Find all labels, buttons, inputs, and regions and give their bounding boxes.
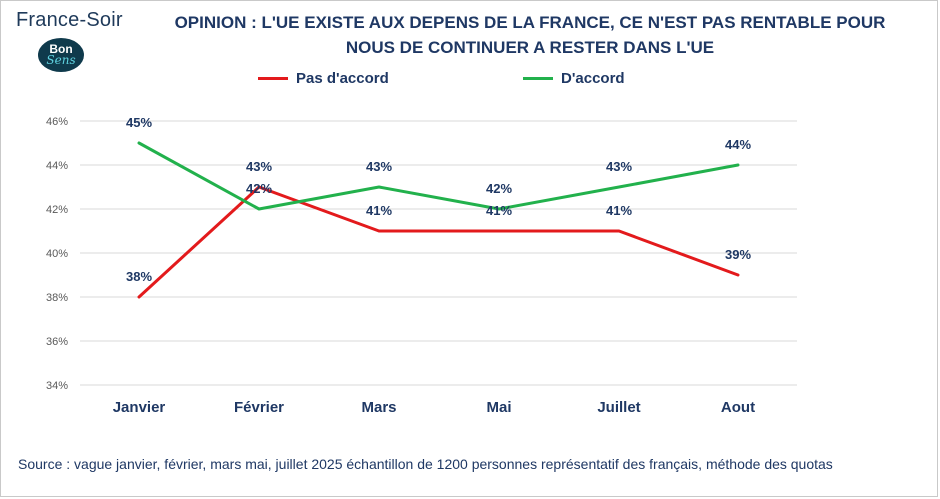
data-label-pas-accord: 39% <box>725 247 751 262</box>
chart-title-line-2: NOUS DE CONTINUER A RESTER DANS L'UE <box>345 38 715 57</box>
data-label-pas-accord: 41% <box>366 203 392 218</box>
data-label-pas-accord: 38% <box>126 269 152 284</box>
y-tick-label: 34% <box>46 380 68 392</box>
series-line-accord <box>137 141 740 211</box>
source-note: Source : vague janvier, février, mars ma… <box>18 456 833 472</box>
y-tick-label: 40% <box>46 248 68 260</box>
data-label-accord: 43% <box>366 159 392 174</box>
x-tick-label: Juillet <box>597 399 640 416</box>
data-label-pas-accord: 41% <box>606 203 632 218</box>
logo-bottom-text: Sens <box>46 53 76 67</box>
brand-separator: - <box>79 9 87 31</box>
y-tick-label: 38% <box>46 292 68 304</box>
y-tick-label: 36% <box>46 336 68 348</box>
bon-sens-logo: Bon Sens <box>38 38 84 72</box>
legend-item-pas-accord: Pas d'accord <box>258 68 389 88</box>
legend-label-pas-accord: Pas d'accord <box>296 69 389 87</box>
chart-title: OPINION : L'UE EXISTE AUX DEPENS DE LA F… <box>150 10 910 60</box>
x-tick-label: Mars <box>361 399 396 416</box>
france-soir-logo: France-Soir <box>16 9 123 32</box>
brand-right: Soir <box>86 9 123 31</box>
y-tick-label: 46% <box>46 116 68 128</box>
data-label-accord: 45% <box>126 115 152 130</box>
y-tick-label: 44% <box>46 160 68 172</box>
legend-swatch-pas-accord <box>258 76 288 80</box>
data-label-pas-accord: 41% <box>486 203 512 218</box>
data-label-pas-accord: 43% <box>246 159 272 174</box>
x-tick-label: Janvier <box>113 399 166 416</box>
legend-label-accord: D'accord <box>561 69 625 87</box>
x-tick-label: Aout <box>721 399 755 416</box>
data-label-accord: 42% <box>486 181 512 196</box>
x-tick-label: Février <box>234 399 284 416</box>
legend-item-accord: D'accord <box>523 68 625 88</box>
y-tick-label: 42% <box>46 204 68 216</box>
data-label-accord: 43% <box>606 159 632 174</box>
x-tick-label: Mai <box>486 399 511 416</box>
chart-title-line-1: OPINION : L'UE EXISTE AUX DEPENS DE LA F… <box>174 13 886 32</box>
legend-swatch-accord <box>523 76 553 80</box>
data-label-accord: 42% <box>246 181 272 196</box>
series-line-pas-accord <box>137 185 740 299</box>
data-label-accord: 44% <box>725 137 751 152</box>
logo-top-text: Bon <box>49 42 73 56</box>
brand-left: France <box>16 9 80 31</box>
